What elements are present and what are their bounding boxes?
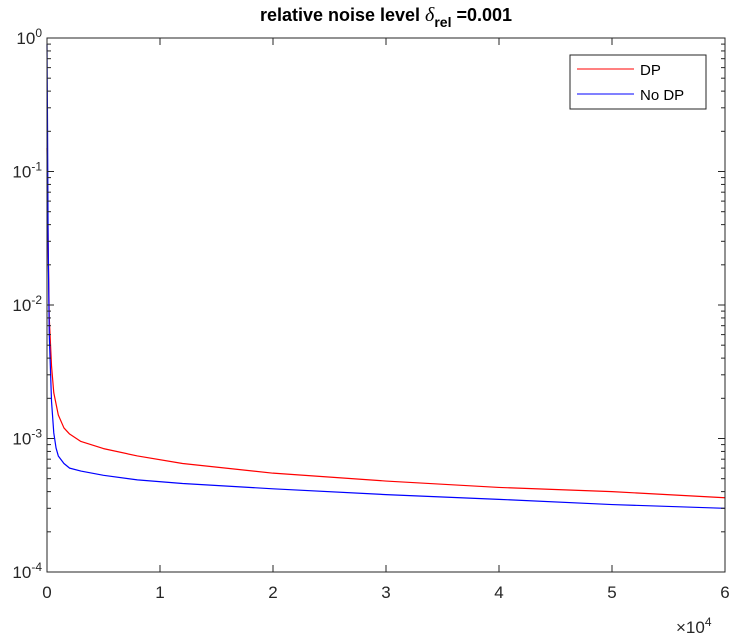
y-tick-base: 10	[12, 163, 31, 182]
y-tick-label: 10-2	[12, 293, 42, 315]
y-tick-base: 10	[12, 563, 31, 582]
plot-area	[47, 38, 725, 572]
x-axis-multiplier: ×104	[676, 615, 712, 637]
y-tick-exponent: -4	[31, 560, 42, 574]
legend-label-no-dp: No DP	[640, 87, 684, 104]
x-tick-label: 6	[720, 583, 729, 602]
chart-title: relative noise level δrel =0.001	[260, 4, 512, 30]
x-tick-label: 0	[42, 583, 51, 602]
x-multiplier-exponent: 4	[705, 615, 712, 629]
legend-label-dp: DP	[640, 62, 661, 79]
y-tick-label: 10-1	[12, 160, 42, 182]
y-tick-exponent: 0	[35, 26, 42, 40]
legend: DP No DP	[569, 54, 707, 110]
title-prefix: relative noise level	[260, 5, 425, 25]
x-tick-label: 5	[607, 583, 616, 602]
x-tick-label: 2	[268, 583, 277, 602]
x-tick-label: 3	[381, 583, 390, 602]
legend-box	[569, 54, 707, 110]
x-tick-label: 1	[155, 583, 164, 602]
y-tick-exponent: -3	[31, 427, 42, 441]
title-suffix: =0.001	[451, 5, 512, 25]
y-tick-exponent: -2	[31, 293, 42, 307]
y-tick-base: 10	[12, 430, 31, 449]
y-tick-label: 10-4	[12, 560, 42, 582]
y-tick-label: 10-3	[12, 427, 42, 449]
series-line-dp	[46, 147, 726, 499]
y-tick-base: 10	[12, 296, 31, 315]
chart-title-text: relative noise level δrel =0.001	[260, 4, 512, 30]
x-multiplier-base: ×10	[676, 618, 705, 637]
title-subscript: rel	[434, 14, 451, 30]
y-tick-label: 100	[16, 26, 42, 48]
x-tick-label: 4	[494, 583, 503, 602]
y-tick-exponent: -1	[31, 160, 42, 174]
title-symbol: δ	[425, 4, 435, 26]
y-tick-base: 10	[16, 29, 35, 48]
